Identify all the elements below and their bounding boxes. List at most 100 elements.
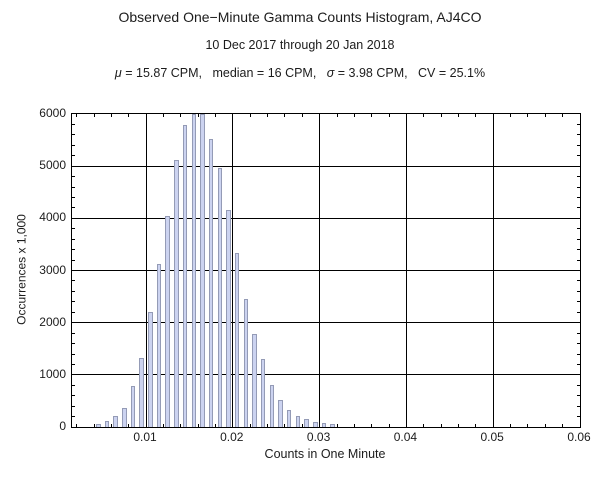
x-tick-mark <box>145 114 147 119</box>
x-tick-mark <box>510 114 512 117</box>
x-tick-mark <box>215 424 216 427</box>
x-tick-mark <box>336 424 338 427</box>
y-tick-mark <box>72 249 75 251</box>
x-tick-mark <box>110 424 112 427</box>
y-tick-mark <box>72 405 75 407</box>
y-tick-mark <box>72 301 75 303</box>
x-tick-mark <box>562 424 564 427</box>
x-tick-mark <box>527 424 529 427</box>
x-tick-mark <box>336 114 338 117</box>
x-tick-mark <box>371 114 373 117</box>
x-tick-mark <box>475 114 477 117</box>
y-tick-mark <box>72 280 75 282</box>
x-tick-mark <box>284 114 286 117</box>
y-tick-mark <box>575 374 580 376</box>
histogram-bar <box>208 139 214 427</box>
y-tick-mark <box>575 165 580 167</box>
histogram-bar <box>243 299 249 427</box>
y-tick-mark <box>72 228 75 230</box>
histogram-bar <box>148 311 153 427</box>
stat-mu-median-values: = 15.87 CPM, median = 16 CPM, <box>121 66 327 80</box>
y-tick-mark <box>575 322 580 324</box>
x-tick-mark <box>110 114 112 117</box>
x-tick-mark <box>76 424 78 427</box>
histogram-bar <box>200 114 205 427</box>
y-tick-mark <box>72 155 75 157</box>
y-tick-mark <box>577 197 580 198</box>
y-tick-mark <box>72 322 77 324</box>
histogram-bar <box>174 159 179 427</box>
y-tick-label: 3000 <box>39 262 66 277</box>
histogram-bar <box>234 252 240 427</box>
x-tick-mark <box>145 422 147 427</box>
x-tick-mark <box>405 422 407 427</box>
y-tick-mark <box>72 290 75 292</box>
x-tick-mark <box>301 114 303 117</box>
chart-title: Observed One−Minute Gamma Counts Histogr… <box>118 9 482 25</box>
x-tick-mark <box>319 114 321 119</box>
x-tick-mark <box>180 424 182 427</box>
y-tick-mark <box>577 238 580 240</box>
x-tick-mark <box>492 422 494 427</box>
stat-sigma-cv-values: = 3.98 CPM, CV = 25.1% <box>334 66 486 80</box>
x-tick-mark <box>180 114 182 117</box>
y-tick-label: 6000 <box>39 106 66 120</box>
x-tick-mark <box>197 424 199 427</box>
x-tick-mark <box>215 114 216 117</box>
x-tick-label: 0.02 <box>220 430 244 444</box>
x-tick-mark <box>93 424 95 427</box>
x-tick-mark <box>319 422 321 427</box>
histogram-bar <box>139 358 144 427</box>
x-axis-title: Counts in One Minute <box>264 447 386 461</box>
y-tick-mark <box>72 311 75 313</box>
y-tick-mark <box>577 280 580 282</box>
x-tick-mark <box>197 114 199 117</box>
histogram-bar <box>182 125 188 427</box>
y-gridline <box>72 165 580 167</box>
y-tick-mark <box>72 384 75 386</box>
x-tick-mark <box>162 114 164 117</box>
y-tick-mark <box>577 123 580 125</box>
x-tick-mark <box>440 424 442 427</box>
histogram-bar <box>165 215 170 427</box>
x-tick-label: 0.01 <box>133 430 157 444</box>
stat-sigma: σ <box>326 66 335 80</box>
histogram-bar <box>304 419 309 427</box>
y-tick-mark <box>72 165 77 167</box>
x-tick-mark <box>128 114 130 117</box>
y-tick-mark <box>577 207 580 209</box>
y-tick-mark <box>72 176 75 178</box>
x-tick-mark <box>562 114 564 117</box>
y-tick-mark <box>577 384 580 386</box>
x-tick-mark <box>284 424 286 427</box>
y-tick-mark <box>72 186 75 188</box>
x-tick-mark <box>301 424 303 427</box>
x-tick-mark <box>510 424 512 427</box>
x-tick-mark <box>267 424 268 427</box>
x-tick-mark <box>232 422 234 427</box>
x-tick-mark <box>458 114 459 117</box>
chart-stats-line: μ = 15.87 CPM, median = 16 CPM, σ = 3.98… <box>0 66 600 80</box>
x-tick-mark <box>388 114 390 117</box>
y-tick-mark <box>72 144 75 146</box>
histogram-bar <box>278 399 283 427</box>
y-gridline <box>72 217 580 219</box>
y-gridline <box>72 374 580 376</box>
x-tick-mark <box>388 424 390 427</box>
y-tick-mark <box>72 270 77 271</box>
y-tick-mark <box>72 207 75 209</box>
y-tick-mark <box>72 363 75 365</box>
y-tick-mark <box>577 144 580 146</box>
y-tick-mark <box>577 395 580 397</box>
histogram-bar <box>269 385 275 427</box>
y-tick-mark <box>577 249 580 251</box>
y-tick-mark <box>577 363 580 365</box>
x-tick-mark <box>267 114 268 117</box>
histogram-bar <box>330 424 335 427</box>
histogram-bar <box>226 209 231 427</box>
histogram-bar <box>156 263 162 427</box>
x-tick-mark <box>544 424 546 427</box>
x-tick-mark <box>128 424 130 427</box>
y-tick-mark <box>72 217 77 219</box>
